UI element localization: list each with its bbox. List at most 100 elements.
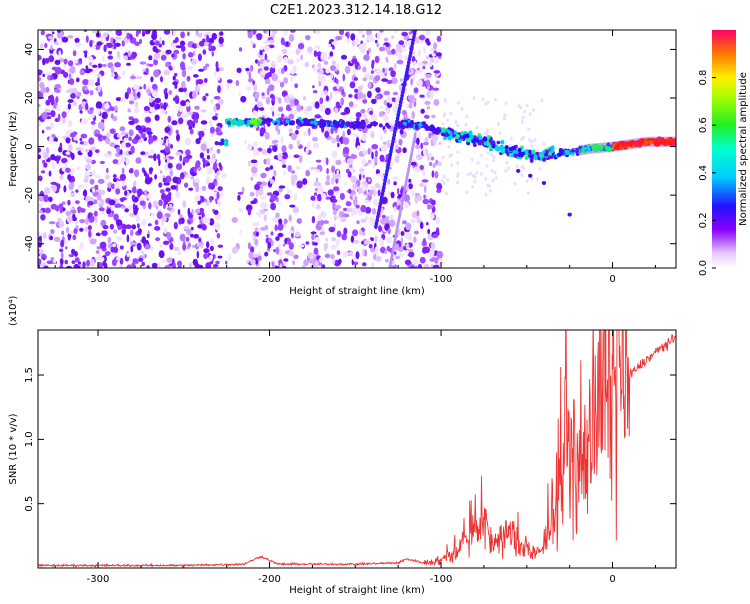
spectrogram-noise-cell <box>400 78 403 82</box>
spectrogram-noise-cell <box>443 174 447 179</box>
spectrogram-noise-cell <box>90 146 97 152</box>
spectrogram-noise-cell <box>386 245 391 252</box>
spectrogram-noise-cell <box>228 254 232 262</box>
colorbar-tick-label: 0.2 <box>698 212 709 228</box>
spectrogram-noise-cell <box>332 172 336 180</box>
spectrogram-noise-cell <box>117 51 121 58</box>
spectrogram-noise-cell <box>101 102 107 111</box>
spectrogram-noise-cell <box>254 238 259 246</box>
spectrogram-noise-cell <box>340 97 345 106</box>
spectrogram-noise-cell <box>40 43 44 49</box>
spectrogram-noise-cell <box>418 34 426 41</box>
spectrogram-noise-cell <box>151 83 158 90</box>
spectrogram-noise-cell <box>379 46 385 52</box>
spectrogram-noise-cell <box>340 54 348 60</box>
carrier-cell <box>230 120 235 124</box>
spectrogram-noise-cell <box>398 40 405 45</box>
spectrogram-noise-cell <box>59 257 64 266</box>
spectrogram-noise-cell <box>165 138 169 147</box>
spectrogram-noise-cell <box>315 30 321 35</box>
spectrogram-noise-cell <box>313 192 318 197</box>
spectrogram-noise-cell <box>424 263 430 268</box>
spectrogram-noise-cell <box>260 196 268 200</box>
spectrogram-noise-cell <box>269 94 275 99</box>
spectrogram-noise-cell <box>411 158 416 162</box>
spectrogram-noise-cell <box>84 154 88 161</box>
spectrogram-noise-cell <box>130 245 134 253</box>
spectrogram-noise-cell <box>38 147 42 153</box>
carrier-cell <box>535 151 540 156</box>
spectrogram-noise-cell <box>169 243 174 250</box>
spectrogram-noise-cell <box>237 191 244 195</box>
spectrogram-noise-cell <box>94 133 102 137</box>
spectrogram-noise-cell <box>64 259 68 265</box>
spectrogram-noise-cell <box>535 149 539 153</box>
carrier-cell <box>499 146 504 151</box>
spectrogram-noise-cell <box>425 73 432 79</box>
spectrogram-noise-cell <box>326 95 329 102</box>
spectrogram-noise-cell <box>89 238 97 245</box>
spectrogram-noise-cell <box>238 208 244 213</box>
spectrogram-noise-cell <box>334 91 341 95</box>
spectrogram-noise-cell <box>282 154 288 159</box>
spectrogram-noise-cell <box>355 251 360 259</box>
spectrogram-noise-cell <box>38 235 42 242</box>
spectrogram-noise-cell <box>354 196 358 201</box>
spectrogram-noise-cell <box>420 142 424 150</box>
spectrogram-noise-cell <box>173 221 178 230</box>
spectrogram-noise-cell <box>255 212 262 216</box>
spectrogram-noise-cell <box>413 230 419 235</box>
spectrogram-noise-cell <box>88 68 93 72</box>
spectrogram-noise-cell <box>311 215 316 224</box>
spectrogram-noise-cell <box>389 219 396 227</box>
spectrogram-noise-cell <box>371 207 377 215</box>
carrier-cell <box>322 121 327 127</box>
spectrogram-noise-cell <box>70 93 76 99</box>
spectrogram-noise-cell <box>88 61 93 67</box>
spectrogram-noise-cell <box>404 40 408 48</box>
spectrogram-noise-cell <box>368 244 373 249</box>
spectrogram-noise-cell <box>116 256 121 261</box>
spectrogram-noise-cell <box>384 37 389 42</box>
spectrogram-noise-cell <box>274 224 278 232</box>
spectrogram-noise-cell <box>252 149 260 157</box>
spectrogram-noise-cell <box>391 48 396 55</box>
carrier-cell <box>529 157 534 163</box>
spectrogram-noise-cell <box>165 49 172 55</box>
spectrogram-noise-cell <box>346 31 350 39</box>
spectrogram-noise-cell <box>177 263 182 268</box>
spectrogram-noise-cell <box>68 73 72 79</box>
snr-frame <box>37 329 677 569</box>
spectrogram-noise-cell <box>256 101 263 108</box>
spectrogram-noise-cell <box>275 246 280 255</box>
spectrogram-noise-cell <box>314 261 319 268</box>
spectrogram-noise-cell <box>172 97 176 101</box>
spectrogram-noise-cell <box>204 78 208 83</box>
spectrogram-noise-cell <box>214 141 219 146</box>
spectrogram-noise-cell <box>353 77 358 81</box>
spectrogram-noise-cell <box>129 229 134 237</box>
spectrogram-noise-cell <box>158 175 162 180</box>
spectrogram-noise-cell <box>323 242 329 250</box>
spectrogram-noise-cell <box>381 73 385 79</box>
spectrogram-noise-cell <box>102 55 105 62</box>
spectrogram-noise-cell <box>211 32 217 40</box>
spectrogram-noise-cell <box>186 154 193 159</box>
spectrogram-noise-cell <box>119 197 126 201</box>
spectrogram-noise-cell <box>293 154 300 158</box>
spectrogram-noise-cell <box>107 243 112 249</box>
spectrogram-noise-cell <box>187 65 194 71</box>
spectrogram-noise-cell <box>180 31 186 39</box>
spectrogram-noise-cell <box>179 154 183 162</box>
spectrogram-noise-cell <box>187 242 192 248</box>
spectrogram-noise-cell <box>177 250 182 256</box>
spectrogram-noise-cell <box>82 261 86 268</box>
spectrogram-noise-cell <box>263 66 269 71</box>
carrier-cell <box>472 138 477 143</box>
spectrogram-noise-cell <box>449 111 453 116</box>
spectrogram-noise-cell <box>153 135 158 140</box>
spectrogram-noise-cell <box>321 264 326 268</box>
spectrogram-noise-cell <box>342 137 350 145</box>
spectrogram-noise-cell <box>187 111 194 116</box>
spectrogram-noise-cell <box>283 218 288 224</box>
